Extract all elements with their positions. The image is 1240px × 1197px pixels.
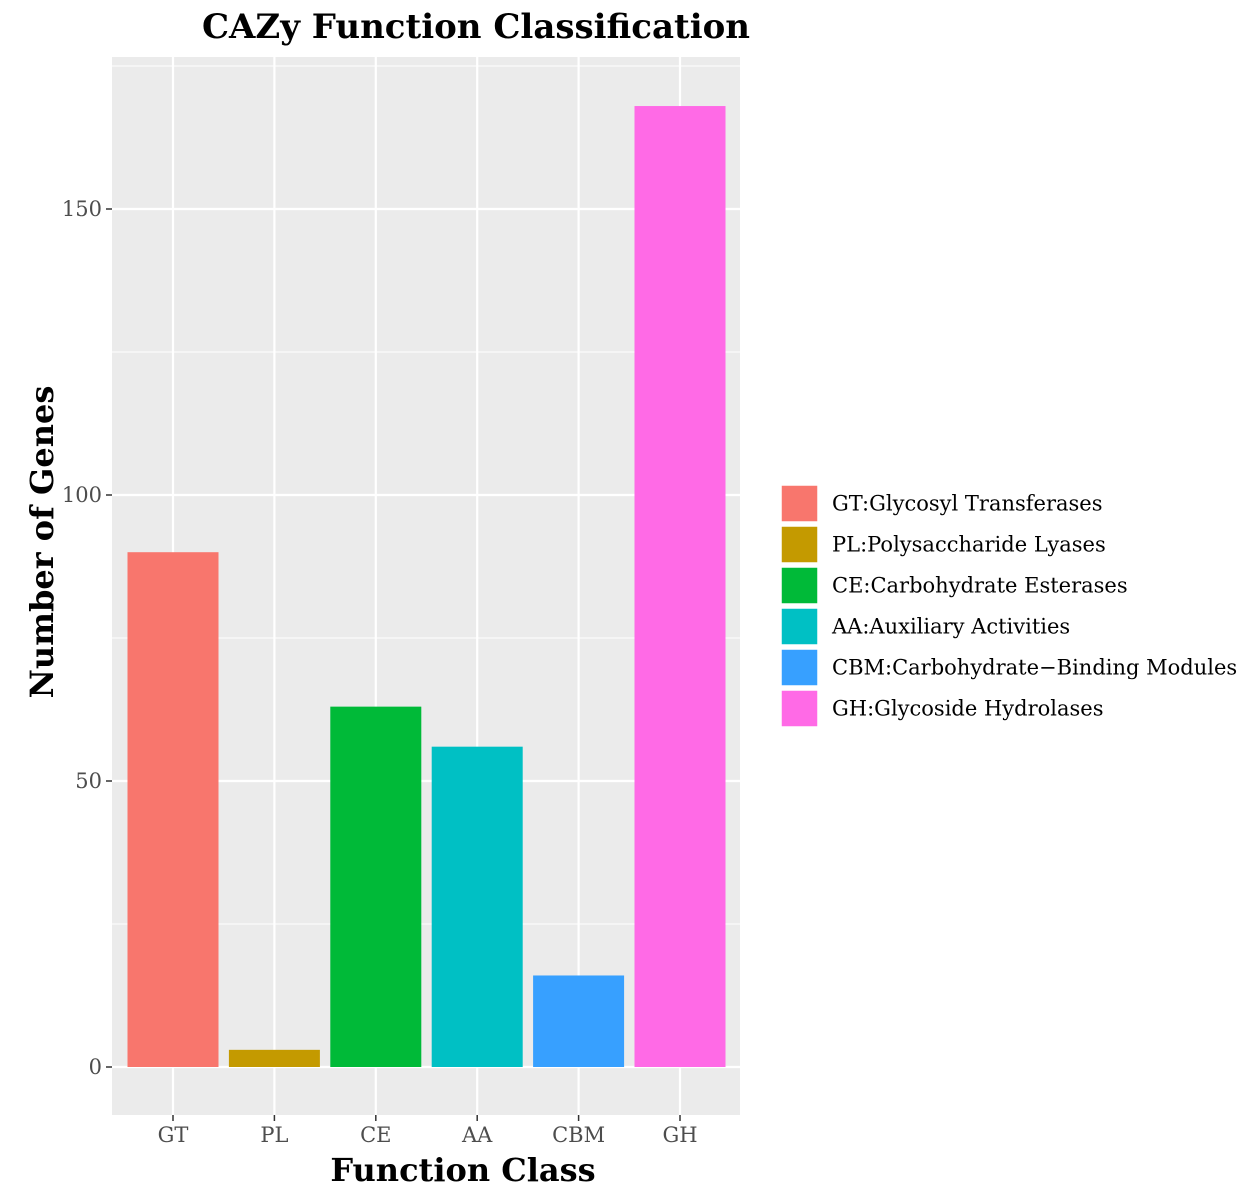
legend-label: AA:Auxiliary Activities — [831, 615, 1070, 639]
x-tick-label-cbm: CBM — [552, 1123, 605, 1147]
x-tick-label-pl: PL — [260, 1123, 288, 1147]
y-tick-label: 0 — [89, 1055, 102, 1079]
x-axis: GT PL CE AA CBM GH — [158, 1115, 698, 1147]
bar-aa — [431, 746, 523, 1067]
legend-key — [780, 689, 819, 728]
y-tick-label: 50 — [75, 769, 102, 793]
x-tick-label-ce: CE — [360, 1123, 391, 1147]
legend-key — [780, 648, 819, 687]
bars — [127, 106, 726, 1068]
legend-label: PL:Polysaccharide Lyases — [832, 533, 1106, 557]
x-axis-title: Function Class — [330, 1151, 595, 1189]
legend-label: GT:Glycosyl Transferases — [832, 492, 1103, 516]
bar-gh — [634, 106, 726, 1068]
y-tick-label: 150 — [62, 197, 102, 221]
x-tick-label-gh: GH — [662, 1123, 697, 1147]
bar-cbm — [533, 975, 625, 1067]
legend-key — [780, 607, 819, 646]
legend-key — [780, 566, 819, 605]
y-axis-title: Number of Genes — [23, 386, 61, 699]
y-tick-label: 100 — [62, 483, 102, 507]
legend-label: CBM:Carbohydrate−Binding Modules — [832, 656, 1237, 680]
legend-key — [780, 525, 819, 564]
y-axis: 0 50 100 150 — [62, 197, 112, 1079]
x-tick-label-gt: GT — [158, 1123, 189, 1147]
legend-label: GH:Glycoside Hydrolases — [832, 697, 1103, 721]
legend: GT:Glycosyl Transferases PL:Polysaccharid… — [780, 484, 1237, 728]
legend-key — [780, 484, 819, 523]
legend-label: CE:Carbohydrate Esterases — [832, 574, 1128, 598]
chart-title: CAZy Function Classification — [202, 7, 750, 47]
bar-gt — [127, 552, 219, 1067]
x-tick-label-aa: AA — [461, 1123, 493, 1147]
bar-ce — [330, 706, 422, 1067]
bar-pl — [228, 1049, 320, 1067]
